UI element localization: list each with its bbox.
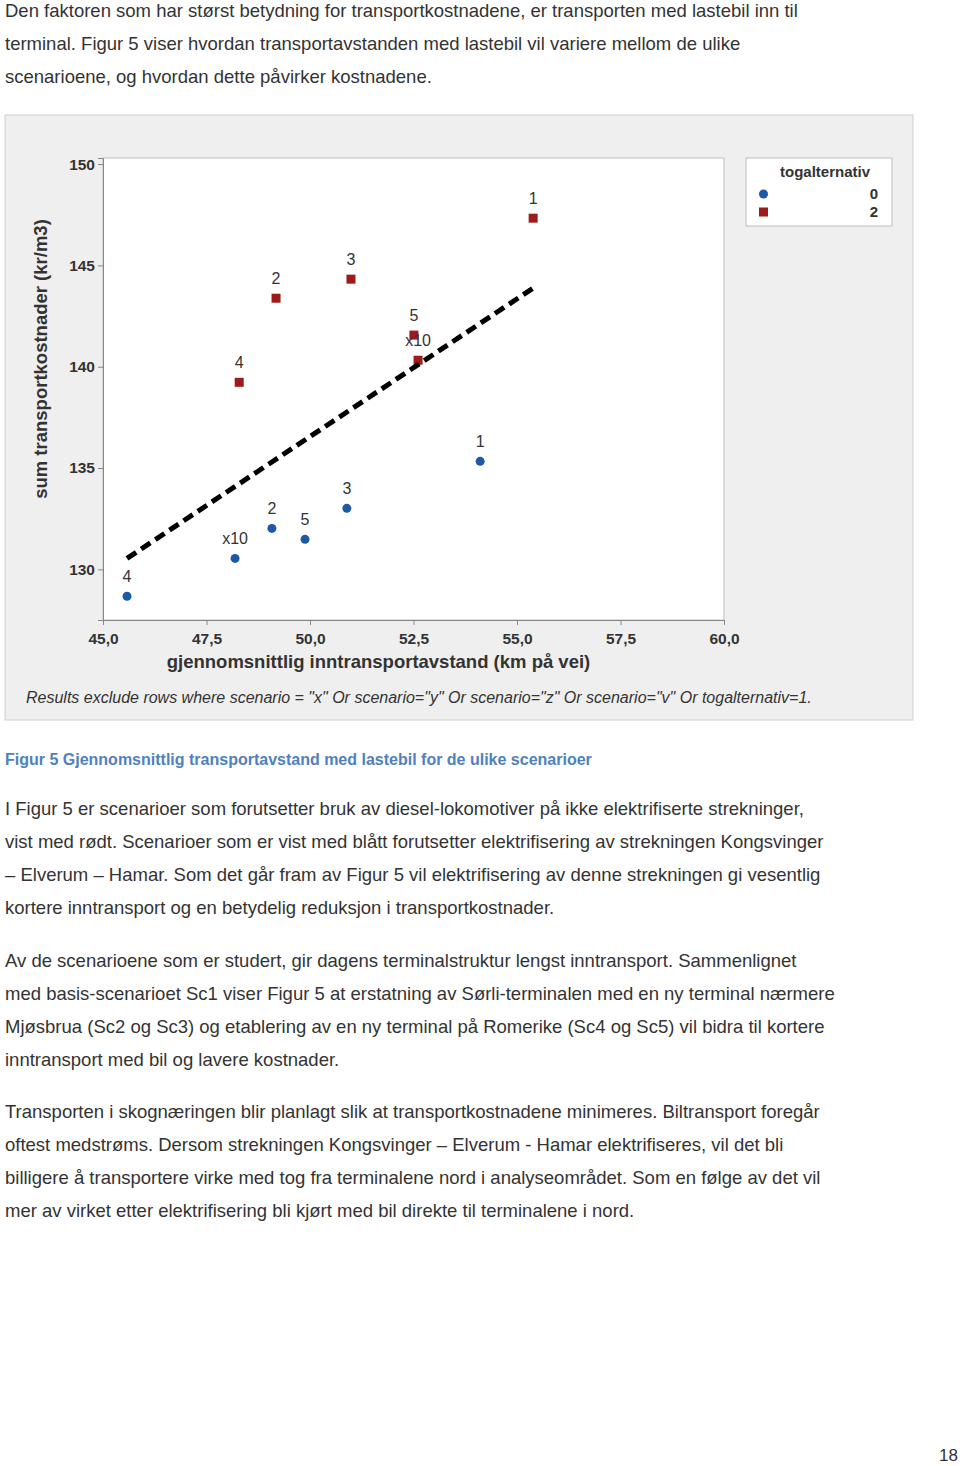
point-label: 3 <box>342 480 351 497</box>
tick: 45,0 <box>88 620 118 647</box>
paragraph-line: med basis-scenarioet Sc1 viser Figur 5 a… <box>5 983 835 1004</box>
legend-title: togalternativ <box>780 163 871 180</box>
tick-mark <box>517 620 518 625</box>
data-point <box>123 592 132 601</box>
point-label: 4 <box>123 568 132 585</box>
point-label: 2 <box>272 270 281 287</box>
tick-label: 135 <box>69 459 95 476</box>
legend-entry: 0 <box>870 185 878 202</box>
tick-mark <box>98 569 103 570</box>
data-point <box>346 275 355 284</box>
data-point <box>476 457 485 466</box>
point-label: x10 <box>222 530 248 547</box>
plot-marks <box>123 214 538 601</box>
tick: 150 <box>69 156 103 173</box>
page: Den faktoren som har størst betydning fo… <box>0 0 960 1466</box>
tick-mark <box>621 620 622 625</box>
axis-line <box>98 159 104 621</box>
tick-label: 52,5 <box>399 630 430 647</box>
y-axis: 130 135 140 145 150 <box>69 156 103 621</box>
legend: togalternativ 02 <box>746 158 892 226</box>
plot-area <box>103 158 724 620</box>
tick-mark <box>414 620 415 625</box>
data-point <box>235 378 244 387</box>
paragraph-line: scenarioene, og hvordan dette påvirker k… <box>5 66 432 87</box>
point-label: 5 <box>301 511 310 528</box>
paragraph-line: billigere å transportere virke med tog f… <box>5 1167 820 1188</box>
figure: 45,047,550,052,555,057,560,0130135140145… <box>5 115 913 720</box>
tick: 140 <box>69 358 103 375</box>
tick: 145 <box>69 257 103 274</box>
tick: 52,5 <box>399 620 430 647</box>
tick-mark <box>310 620 311 625</box>
tick-mark <box>98 468 103 469</box>
figure-caption: Figur 5 Gjennomsnittlig transportavstand… <box>5 751 592 768</box>
tick-label: 55,0 <box>502 630 532 647</box>
point-label: x10 <box>405 332 431 349</box>
paragraph-line: I Figur 5 er scenarioer som forutsetter … <box>5 798 804 819</box>
point-labels: 4 x10 2 5 3 1 4 2 3 5 x10 1 <box>123 190 538 585</box>
paragraph-line: Mjøsbrua (Sc2 og Sc3) og etablering av e… <box>5 1016 825 1037</box>
point-label: 1 <box>476 433 485 450</box>
data-point <box>231 554 240 563</box>
tick-mark <box>207 620 208 625</box>
data-point <box>301 535 310 544</box>
trend-line <box>127 288 533 558</box>
data-point <box>267 524 276 533</box>
tick: 135 <box>69 459 103 476</box>
data-point <box>529 214 538 223</box>
tick-mark <box>98 164 103 165</box>
tick: 60,0 <box>709 620 739 647</box>
paragraph-line: Av de scenarioene som er studert, gir da… <box>5 950 796 971</box>
tick-label: 60,0 <box>709 630 739 647</box>
point-label: 1 <box>529 190 538 207</box>
paragraph-line: kortere inntransport og en betydelig red… <box>5 897 554 918</box>
tick-mark <box>98 367 103 368</box>
paragraph-line: oftest medstrøms. Dersom strekningen Kon… <box>5 1134 783 1155</box>
legend-entry: 2 <box>870 203 878 220</box>
tick-label: 150 <box>69 156 95 173</box>
legend-box <box>746 158 892 226</box>
figure-background <box>5 115 913 720</box>
tick-label: 130 <box>69 561 95 578</box>
x-axis: 45,0 47,5 50,0 52,5 55,0 57,5 60,0 <box>88 620 739 647</box>
tick-label: 50,0 <box>295 630 325 647</box>
tick: 50,0 <box>295 620 325 647</box>
figure-note: Results exclude rows where scenario = "x… <box>26 689 812 706</box>
tick-label: 57,5 <box>606 630 637 647</box>
tick-label: 145 <box>69 257 95 274</box>
point-label: 4 <box>235 354 244 371</box>
paragraph-line: terminal. Figur 5 viser hvordan transpor… <box>5 33 740 54</box>
tick: 57,5 <box>606 620 637 647</box>
legend-symbol <box>759 190 768 199</box>
tick: 130 <box>69 561 103 578</box>
paragraph-line: mer av virket etter elektrifisering bli … <box>5 1200 634 1221</box>
tick: 47,5 <box>192 620 223 647</box>
tick-label: 140 <box>69 358 95 375</box>
paragraph-line: Den faktoren som har størst betydning fo… <box>5 0 798 21</box>
legend-symbol <box>759 208 768 217</box>
tick-mark <box>724 620 725 625</box>
point-label: 5 <box>409 307 418 324</box>
paragraph-line: vist med rødt. Scenarioer som er vist me… <box>5 831 823 852</box>
tick: 55,0 <box>502 620 532 647</box>
tick-mark <box>98 265 103 266</box>
data-point <box>272 294 281 303</box>
y-axis-title: sum transportkostnader (kr/m3) <box>30 219 51 499</box>
page-number: 18 <box>939 1446 958 1465</box>
paragraph-line: inntransport med bil og lavere kostnader… <box>5 1049 339 1070</box>
point-label: 3 <box>347 251 356 268</box>
tick-label: 47,5 <box>192 630 223 647</box>
tick-label: 45,0 <box>88 630 118 647</box>
x-axis-title: gjennomsnittlig inntransportavstand (km … <box>167 651 591 672</box>
paragraph-line: – Elverum – Hamar. Som det går fram av F… <box>5 864 820 885</box>
paragraph-line: Transporten i skognæringen blir planlagt… <box>5 1101 820 1122</box>
data-point <box>342 504 351 513</box>
axis-line <box>104 621 725 626</box>
point-label: 2 <box>267 500 276 517</box>
